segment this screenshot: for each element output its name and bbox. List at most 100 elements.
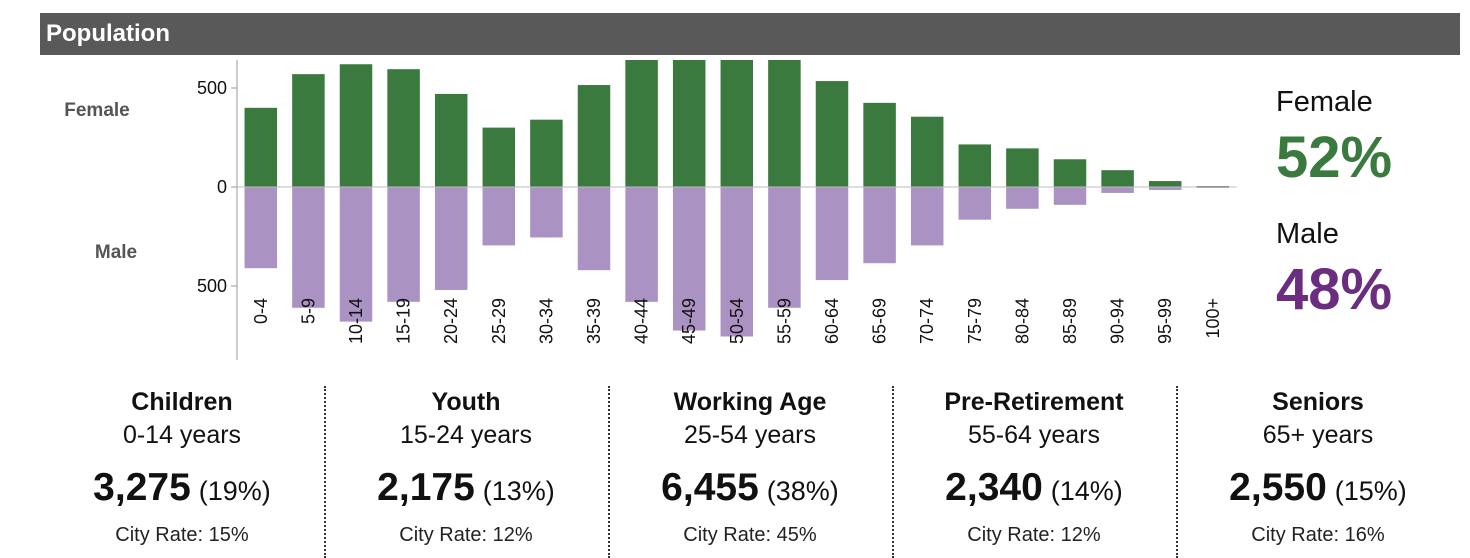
female-bar — [672, 60, 706, 187]
male-bar — [530, 187, 563, 238]
male-bar — [672, 187, 706, 331]
group-percent: (38%) — [766, 476, 839, 506]
group-pre-retirement: Pre-Retirement 55-64 years 2,340 (14%) Ci… — [892, 382, 1176, 558]
female-percentage: 52% — [1276, 125, 1393, 190]
x-tick-label: 100+ — [1203, 298, 1223, 339]
section-header: Population — [40, 13, 1460, 55]
x-tick-label: 15-19 — [394, 298, 414, 344]
group-count: 2,175 — [377, 466, 475, 509]
male-bar — [1101, 187, 1134, 193]
male-bar — [625, 187, 658, 302]
female-bar — [768, 60, 801, 187]
x-tick-label: 0-4 — [251, 298, 271, 324]
x-tick-label: 55-59 — [774, 298, 794, 344]
group-youth: Youth 15-24 years 2,175 (13%) City Rate: … — [324, 382, 608, 558]
x-tick-label: 65-69 — [870, 298, 890, 344]
male-bar — [292, 187, 325, 308]
group-count: 6,455 — [661, 466, 759, 509]
group-city-rate: City Rate: 15% — [115, 524, 249, 546]
male-bar — [434, 187, 468, 290]
female-bar — [625, 60, 658, 187]
x-tick-label: 45-49 — [679, 298, 699, 344]
group-range: 15-24 years — [399, 421, 533, 449]
x-tick-label: 85-89 — [1060, 298, 1080, 344]
female-bar — [1006, 148, 1039, 187]
group-count: 2,550 — [1229, 466, 1327, 509]
x-axis: 0-4 5-9 10-14 15-19 20-24 25-29 30-34 35-39 40-4… — [251, 298, 1223, 344]
group-percent: (19%) — [198, 476, 271, 506]
female-bar — [577, 85, 611, 187]
group-name: Children — [131, 388, 233, 416]
group-city-rate: City Rate: 12% — [967, 524, 1101, 546]
x-tick-label: 75-79 — [965, 298, 985, 344]
bars — [237, 60, 1237, 337]
female-bar — [1053, 159, 1087, 187]
male-bar — [910, 187, 944, 246]
x-tick-label: 25-29 — [489, 298, 509, 344]
female-bar — [339, 64, 373, 187]
population-pyramid-chart: Female Male 1,00050005001,000 0-45-910-1… — [64, 60, 1237, 360]
x-tick-label: 50-54 — [727, 298, 747, 344]
female-side-label: Female — [64, 100, 129, 121]
group-percent: (14%) — [1050, 476, 1123, 506]
x-tick-label: 10-14 — [346, 298, 366, 344]
male-side-label: Male — [95, 242, 137, 263]
group-percent: (13%) — [482, 476, 555, 506]
female-bar — [244, 107, 278, 187]
group-range: 0-14 years — [122, 421, 242, 449]
male-bar — [768, 187, 801, 308]
group-name: Working Age — [673, 388, 827, 416]
male-bar — [244, 187, 278, 269]
female-bar — [292, 74, 325, 187]
female-bar — [863, 102, 896, 187]
female-bar — [815, 81, 849, 187]
male-bar — [720, 187, 754, 337]
x-tick-label: 5-9 — [298, 298, 318, 324]
x-tick-label: 40-44 — [632, 298, 652, 344]
male-legend: Male 48% — [1276, 218, 1392, 319]
group-range: 55-64 years — [967, 421, 1101, 449]
y-axis: 1,00050005001,000 — [197, 60, 238, 360]
group-percent: (15%) — [1334, 476, 1407, 506]
female-bar — [958, 144, 992, 187]
male-bar — [863, 187, 896, 264]
female-bar — [434, 93, 468, 187]
male-bar — [1006, 187, 1039, 209]
female-bar — [482, 127, 516, 187]
x-tick-label: 70-74 — [917, 298, 937, 344]
age-group-summary: Children 0-14 years 3,275 (19%) City Rate… — [40, 382, 1460, 558]
female-bar — [530, 119, 563, 187]
section-title: Population — [46, 20, 170, 47]
y-tick-label: 500 — [197, 276, 227, 296]
x-tick-label: 80-84 — [1012, 298, 1032, 344]
y-tick-label: 0 — [217, 177, 227, 197]
male-bar — [1148, 187, 1182, 190]
x-tick-label: 90-94 — [1108, 298, 1128, 344]
male-bar — [387, 187, 420, 302]
male-bar — [577, 187, 611, 271]
x-tick-label: 30-34 — [536, 298, 556, 344]
female-bar — [1101, 170, 1134, 187]
x-tick-label: 60-64 — [822, 298, 842, 344]
female-bar — [387, 69, 420, 187]
female-legend: Female 52% — [1276, 86, 1392, 187]
y-tick-label: 500 — [197, 78, 227, 98]
male-bar — [958, 187, 992, 220]
group-count: 2,340 — [945, 466, 1043, 509]
x-tick-label: 95-99 — [1155, 298, 1175, 344]
group-city-rate: City Rate: 16% — [1251, 524, 1385, 546]
x-tick-label: 35-39 — [584, 298, 604, 344]
group-name: Pre-Retirement — [944, 388, 1124, 416]
male-legend-label: Male — [1276, 218, 1339, 250]
male-bar — [1053, 187, 1087, 205]
group-seniors: Seniors 65+ years 2,550 (15%) City Rate: … — [1176, 382, 1460, 558]
female-bar — [1148, 181, 1182, 187]
male-bar — [339, 187, 373, 322]
male-bar — [482, 187, 516, 246]
group-name: Seniors — [1272, 388, 1364, 416]
group-count: 3,275 — [93, 466, 191, 509]
group-range: 25-54 years — [683, 421, 817, 449]
group-name: Youth — [431, 388, 501, 416]
group-city-rate: City Rate: 45% — [683, 524, 817, 546]
group-children: Children 0-14 years 3,275 (19%) City Rate… — [40, 382, 324, 558]
